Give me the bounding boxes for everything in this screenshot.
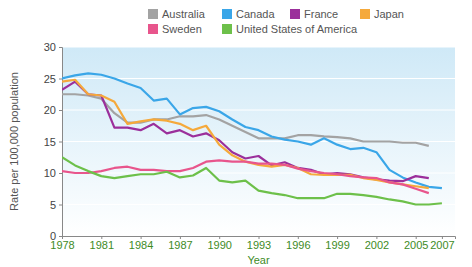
plot: 0510152025301978198119841987199019931996…: [44, 41, 456, 251]
series-line: [62, 94, 429, 146]
tick: 25: [44, 73, 62, 85]
tick: 2002: [365, 236, 389, 251]
tick: 15: [44, 136, 62, 148]
tick: 5: [50, 199, 62, 211]
axis-title: Rate per 100,000 population: [8, 72, 20, 211]
tick-label: 15: [44, 136, 56, 148]
tick: 30: [44, 41, 62, 53]
tick: 1993: [247, 236, 271, 251]
x-axis: 1978 1981 1984 1987 1990 1993 1996 1999 2002 2005…: [50, 236, 455, 251]
tick: 1996: [286, 236, 310, 251]
tick-label: 30: [44, 41, 56, 53]
lines: [62, 73, 442, 204]
grid: [62, 47, 455, 236]
grid-line: [62, 78, 455, 79]
legend-label: Japan: [374, 8, 404, 20]
legend-label: United States of America: [236, 23, 358, 35]
tick-mark: [59, 205, 62, 206]
tick: 10: [44, 167, 62, 179]
legend-label: France: [304, 8, 338, 20]
tick: 2005: [404, 236, 428, 251]
axis-title: Year: [247, 254, 270, 266]
tick: 1999: [325, 236, 349, 251]
legend-swatch: [222, 9, 232, 19]
tick: 1978: [50, 236, 74, 251]
legend: Australia Canada France Japan Sweden United S…: [148, 8, 404, 35]
tick-label: 1993: [247, 239, 271, 251]
grid-line: [62, 47, 455, 48]
series-line: [62, 82, 429, 182]
tick-mark: [59, 79, 62, 80]
tick-label: 20: [44, 104, 56, 116]
tick-mark: [59, 236, 62, 237]
legend-swatch: [148, 9, 158, 19]
tick-label: 2005: [404, 239, 428, 251]
grid-line: [62, 110, 455, 111]
legend-item: United States of America: [222, 23, 358, 35]
chart: 0510152025301978198119841987199019931996…: [0, 0, 472, 267]
series-line: [62, 73, 442, 188]
legend-item: France: [290, 8, 338, 20]
legend-swatch: [148, 24, 158, 34]
tick-label: 1978: [50, 239, 74, 251]
tick: 2007: [430, 236, 454, 251]
tick-mark: [59, 173, 62, 174]
legend-swatch: [222, 24, 232, 34]
grid-line: [62, 204, 455, 205]
tick-label: 1987: [168, 239, 192, 251]
series-line: [62, 80, 429, 188]
y-axis: 051015202530: [44, 41, 63, 242]
legend-label: Sweden: [162, 23, 202, 35]
legend-swatch: [360, 9, 370, 19]
legend-label: Australia: [162, 8, 206, 20]
axis-line: [59, 48, 63, 237]
tick: 20: [44, 104, 62, 116]
legend-item: Australia: [148, 8, 206, 20]
tick-label: 10: [44, 167, 56, 179]
tick-mark: [59, 142, 62, 143]
tick: 1987: [168, 236, 192, 251]
series-line: [62, 157, 442, 204]
tick-label: 2002: [365, 239, 389, 251]
tick-mark: [59, 110, 62, 111]
plot-background: [62, 47, 455, 236]
legend-item: Canada: [222, 8, 275, 20]
tick-label: 2007: [430, 239, 454, 251]
tick-mark: [59, 47, 62, 48]
legend-item: Japan: [360, 8, 404, 20]
tick-label: 1984: [129, 239, 153, 251]
tick-label: 1999: [325, 239, 349, 251]
tick-label: 25: [44, 73, 56, 85]
tick-label: 1981: [90, 239, 114, 251]
tick-label: 5: [50, 199, 56, 211]
tick: 1984: [129, 236, 153, 251]
tick: 1990: [207, 236, 231, 251]
legend-label: Canada: [236, 8, 275, 20]
legend-item: Sweden: [148, 23, 202, 35]
tick-label: 1996: [286, 239, 310, 251]
tick-label: 1990: [207, 239, 231, 251]
legend-swatch: [290, 9, 300, 19]
tick: 1981: [90, 236, 114, 251]
